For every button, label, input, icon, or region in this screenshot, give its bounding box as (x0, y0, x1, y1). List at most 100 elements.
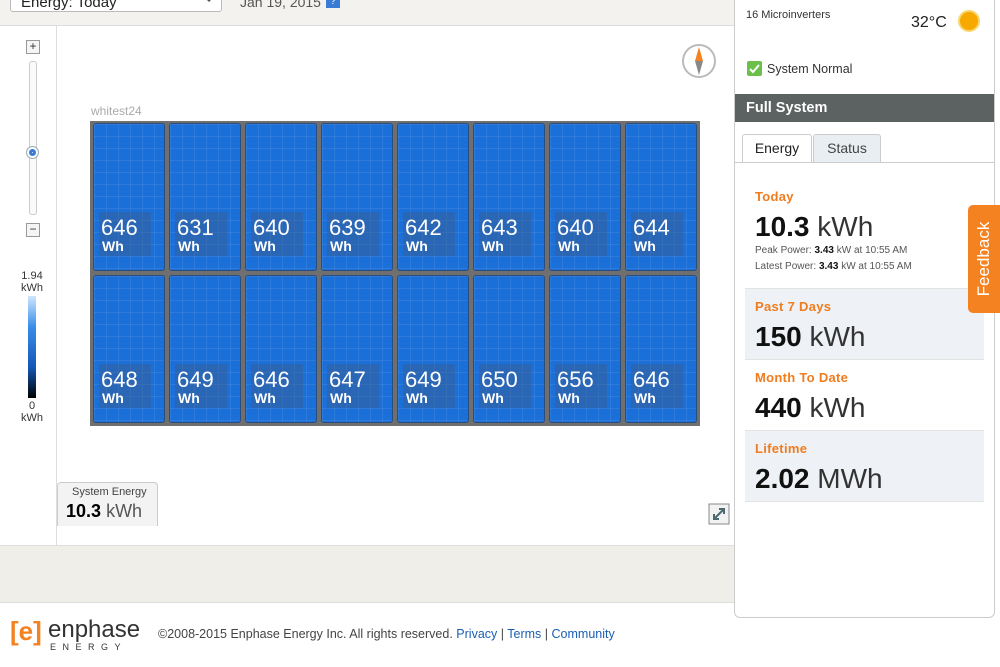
panel: 648 Wh (93, 275, 165, 423)
logo-mark: [e] (10, 616, 42, 646)
view-select[interactable]: Energy: Today (10, 0, 222, 12)
panel-value: 656 (557, 367, 594, 392)
tab[interactable]: Status (813, 134, 881, 162)
label-shade (479, 364, 531, 408)
unit: MWh (817, 463, 883, 494)
value: 150 kWh (755, 321, 866, 353)
link[interactable]: Community (551, 627, 615, 641)
panel: 646 Wh (625, 275, 697, 423)
date: Jan 19, 2015 (240, 0, 321, 10)
panel: 646 Wh (93, 123, 165, 271)
panel: 649 Wh (397, 275, 469, 423)
unit: kWh (106, 501, 143, 521)
panel-unit: Wh (102, 238, 124, 254)
legend-min: 0 (28, 400, 36, 412)
period-section: Past 7 Days 150 kWh (745, 289, 984, 360)
panel-unit: Wh (102, 390, 124, 406)
section-header: Full System (735, 94, 994, 122)
value: 10.3 kWh (755, 211, 873, 243)
label: Lifetime (755, 441, 808, 456)
weather-icon (958, 10, 980, 32)
zoom-in[interactable]: + (26, 40, 40, 54)
value: 3.43 (818, 261, 839, 272)
panel: 640 Wh (549, 123, 621, 271)
label-shade (631, 364, 683, 408)
panel-unit: Wh (330, 238, 352, 254)
link[interactable]: Terms (507, 627, 542, 641)
panel-value: 646 (253, 367, 290, 392)
label-shade (175, 364, 227, 408)
label-shade (555, 364, 607, 408)
compass[interactable] (681, 43, 717, 79)
panel: 650 Wh (473, 275, 545, 423)
help-icon[interactable]: ? (326, 0, 340, 8)
array-name: whitest24 (91, 104, 142, 118)
value: 2.02 MWh (755, 463, 883, 495)
panel-value: 648 (101, 367, 138, 392)
panel: 647 Wh (321, 275, 393, 423)
detail: kW at 10:55 AM (841, 261, 912, 272)
status-panel: 16 Microinverters 32°C System Normal Ful… (734, 0, 995, 618)
panel: 642 Wh (397, 123, 469, 271)
panel-value: 650 (481, 367, 518, 392)
panel-value: 640 (253, 215, 290, 240)
panel-unit: Wh (254, 238, 276, 254)
link[interactable]: Privacy (456, 627, 498, 641)
label-shade (479, 212, 531, 256)
panel-unit: Wh (254, 390, 276, 406)
temperature: 32°C (911, 14, 947, 31)
unit: kWh (809, 392, 866, 423)
panel-value: 640 (557, 215, 594, 240)
label: System Energy (72, 486, 147, 498)
feedback-tab[interactable]: Feedback (968, 205, 1000, 313)
panel-value: 642 (405, 215, 442, 240)
status-icon (747, 61, 762, 76)
value-number: 440 (755, 392, 802, 423)
left-controls (0, 26, 57, 545)
panel-unit: Wh (482, 390, 504, 406)
label-shade (251, 364, 303, 408)
zoom-out[interactable]: − (26, 223, 40, 237)
period-section: Month To Date 440 kWh (745, 360, 984, 431)
label-shade (631, 212, 683, 256)
zoom-slider[interactable] (29, 61, 37, 215)
value: 3.43 (814, 245, 834, 256)
unit: kWh (809, 321, 866, 352)
tab[interactable]: Energy (742, 134, 812, 162)
panel: 643 Wh (473, 123, 545, 271)
label-shade (251, 212, 303, 256)
panel: 631 Wh (169, 123, 241, 271)
copyright: ©2008-2015 Enphase Energy Inc. All right… (158, 627, 453, 641)
label: Today (755, 189, 794, 204)
panel: 656 Wh (549, 275, 621, 423)
value: 10.3 (66, 501, 102, 521)
panel-array: 646 Wh 631 Wh 640 Wh 639 Wh 642 Wh 643 Wh 640 Wh 644 Wh… (90, 121, 700, 426)
status: System Normal (767, 62, 853, 76)
sep: | (544, 627, 549, 641)
value-number: 150 (755, 321, 802, 352)
expand-icon[interactable] (708, 503, 730, 525)
panel-value: 646 (633, 367, 670, 392)
panel-value: 649 (177, 367, 214, 392)
label: Peak Power: (755, 245, 812, 256)
panel-unit: Wh (558, 238, 580, 254)
panel-value: 643 (481, 215, 518, 240)
sep: | (500, 627, 505, 641)
value-number: 10.3 (755, 211, 810, 242)
label: Past 7 Days (755, 299, 832, 314)
zoom-knob[interactable] (26, 146, 39, 159)
panel-value: 647 (329, 367, 366, 392)
detail: kW at 10:55 AM (836, 245, 908, 256)
period-section: Lifetime 2.02 MWh (745, 431, 984, 502)
panel-unit: Wh (634, 238, 656, 254)
label-shade (555, 212, 607, 256)
logo-sub: ENERGY (50, 642, 128, 652)
panel: 644 Wh (625, 123, 697, 271)
panel: 640 Wh (245, 123, 317, 271)
panel: 646 Wh (245, 275, 317, 423)
today-section: Today 10.3 kWh Peak Power: 3.43 kW at 10… (745, 179, 984, 289)
label: Month To Date (755, 370, 849, 385)
panel-unit: Wh (406, 238, 428, 254)
toolbar: Energy: Today Jan 19, 2015 ? (0, 0, 734, 26)
label-shade (99, 212, 151, 256)
